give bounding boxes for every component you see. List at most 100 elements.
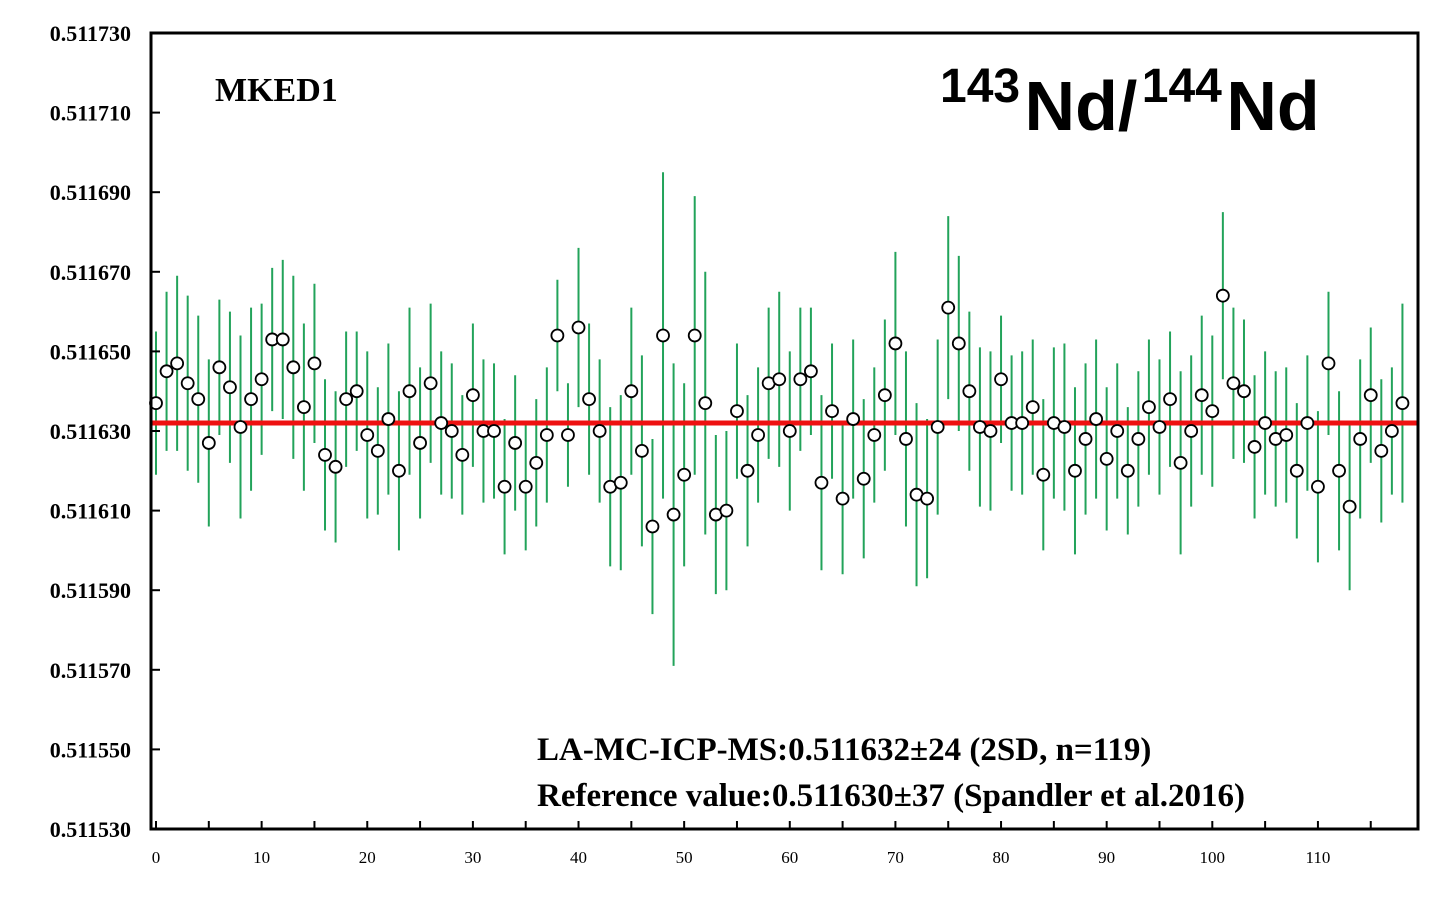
data-point: [1395, 396, 1410, 411]
data-point: [296, 400, 311, 415]
data-point: [888, 336, 903, 351]
data-point: [1184, 424, 1199, 438]
data-point: [254, 372, 269, 387]
data-point: [719, 503, 734, 518]
data-point: [392, 463, 406, 478]
data-point: [1342, 499, 1357, 514]
data-point: [275, 332, 290, 347]
data-point: [730, 404, 744, 419]
x-tick-label: 100: [1200, 848, 1226, 867]
data-point: [856, 471, 871, 486]
data-point: [751, 428, 765, 442]
x-tick-label: 50: [676, 848, 693, 867]
data-point: [1215, 288, 1230, 303]
y-tick-label: 0.511630: [50, 419, 131, 444]
data-point: [582, 392, 596, 407]
data-point: [1353, 432, 1368, 446]
data-point: [201, 436, 216, 450]
data-point: [920, 491, 935, 506]
data-point: [423, 376, 438, 391]
data-point: [1152, 420, 1167, 434]
data-point: [1237, 384, 1251, 399]
data-point: [1036, 467, 1051, 482]
data-point: [487, 424, 501, 438]
x-tick-label: 60: [781, 848, 798, 867]
ratio-mass-2: 144: [1142, 60, 1222, 113]
sample-label: MKED1: [215, 72, 338, 109]
data-point: [983, 424, 998, 438]
data-point: [1289, 463, 1304, 478]
data-point: [804, 364, 818, 379]
x-tick-label: 10: [253, 848, 270, 867]
data-point: [698, 396, 713, 411]
data-point: [941, 300, 956, 315]
y-tick-label: 0.511670: [50, 260, 131, 285]
data-point: [740, 463, 755, 478]
data-point: [518, 479, 533, 494]
data-point: [793, 372, 808, 387]
data-point: [624, 384, 639, 399]
data-point: [772, 372, 787, 387]
data-point: [846, 412, 861, 426]
data-point: [349, 384, 364, 399]
data-point: [286, 360, 301, 375]
data-point: [634, 443, 649, 458]
x-tick-label: 40: [570, 848, 587, 867]
data-point: [1311, 479, 1325, 494]
data-point: [1068, 463, 1082, 478]
data-point: [592, 424, 607, 438]
data-point: [180, 376, 195, 391]
data-point: [1173, 455, 1188, 470]
data-point: [1374, 443, 1389, 458]
data-point: [434, 416, 449, 430]
x-tick-label: 20: [359, 848, 376, 867]
data-point: [1332, 463, 1346, 478]
data-point: [191, 392, 206, 407]
y-tick-label: 0.511610: [50, 499, 131, 524]
data-point: [867, 428, 882, 442]
y-tick-label: 0.511730: [50, 21, 131, 46]
data-point: [666, 507, 681, 522]
data-point: [1226, 376, 1241, 391]
x-tick-label: 30: [464, 848, 481, 867]
y-tick-label: 0.511650: [50, 339, 131, 364]
data-points: [149, 288, 1410, 534]
x-tick-label: 80: [993, 848, 1010, 867]
x-tick-label: 0: [152, 848, 161, 867]
data-point: [656, 328, 670, 343]
data-point: [571, 320, 586, 335]
data-point: [1194, 388, 1209, 403]
data-point: [233, 420, 248, 434]
data-point: [455, 447, 470, 462]
data-point: [307, 356, 322, 371]
data-point: [550, 328, 565, 343]
data-point: [497, 479, 512, 494]
ratio-element-1: Nd/: [1025, 67, 1138, 145]
x-tick-label: 90: [1098, 848, 1115, 867]
data-point: [244, 392, 258, 407]
data-point: [1279, 428, 1294, 442]
data-point: [561, 428, 575, 442]
x-axis: 0 10 20 30 40 50 60 70 80 90 100 110: [152, 821, 1372, 867]
y-tick-label: 0.511550: [50, 737, 131, 762]
data-point: [930, 420, 945, 434]
data-point: [1363, 388, 1378, 403]
annotation-measurement: LA-MC-ICP-MS:0.511632±24 (2SD, n=119): [537, 732, 1151, 768]
data-point: [1057, 420, 1072, 434]
data-point: [339, 392, 354, 407]
data-point: [212, 360, 227, 375]
data-point: [1300, 416, 1315, 430]
data-point: [170, 356, 185, 371]
data-point: [328, 459, 343, 474]
x-tick-label: 110: [1305, 848, 1330, 867]
y-tick-label: 0.511690: [50, 180, 131, 205]
y-tick-label: 0.511590: [50, 578, 131, 603]
data-point: [402, 384, 417, 399]
y-tick-label: 0.511570: [50, 658, 131, 683]
data-point: [687, 328, 702, 343]
y-tick-label: 0.511710: [50, 101, 131, 126]
data-point: [1258, 416, 1273, 430]
ratio-mass-1: 143: [940, 60, 1020, 113]
data-point: [994, 372, 1008, 387]
